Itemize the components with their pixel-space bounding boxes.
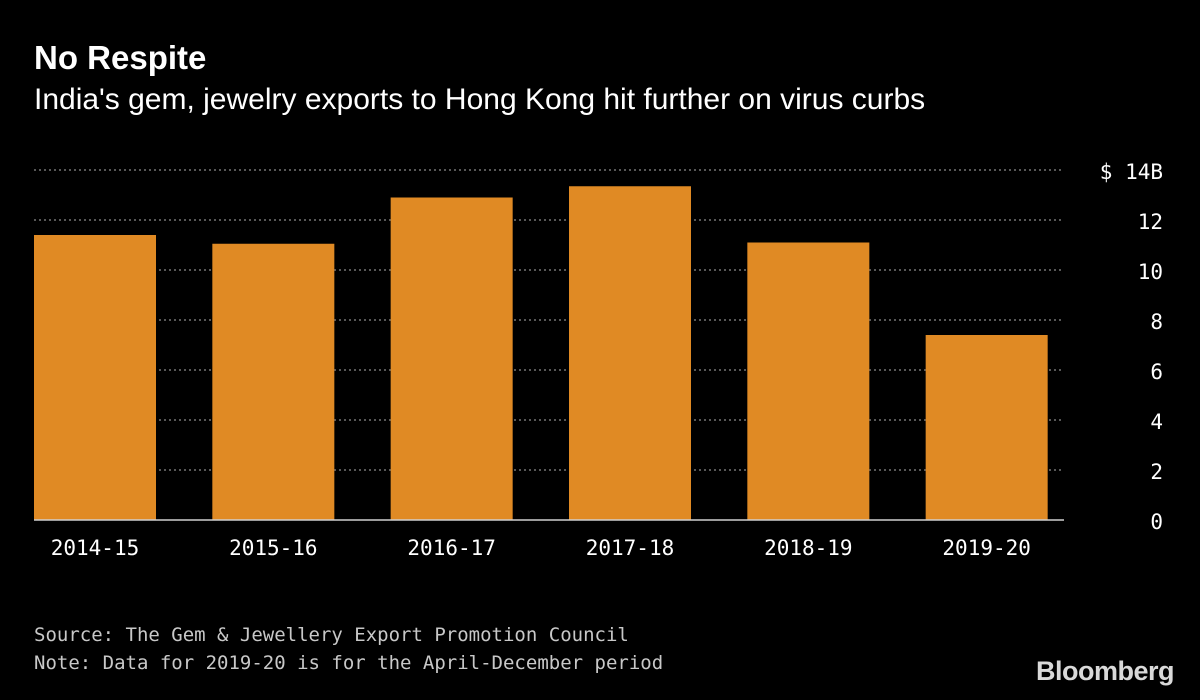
x-tick-label: 2019-20 [942,536,1031,560]
bar-2019-20 [925,335,1048,520]
y-tick-label: 6 [1150,360,1163,384]
x-tick-label: 2017-18 [586,536,675,560]
x-tick-label: 2015-16 [229,536,318,560]
bar-2016-17 [390,197,513,520]
y-tick-label: 2 [1150,460,1163,484]
y-tick-label: 0 [1150,510,1163,534]
footnote: Note: Data for 2019-20 is for the April-… [34,652,664,674]
bar-2017-18 [569,186,691,520]
bar-2018-19 [747,242,870,520]
x-tick-label: 2016-17 [407,536,496,560]
x-tick-label: 2014-15 [51,536,140,560]
bar-2014-15 [34,235,156,520]
y-tick-label: 4 [1150,410,1163,434]
y-tick-label: 8 [1150,310,1163,334]
y-tick-label: 12 [1138,210,1163,234]
x-tick-label: 2018-19 [764,536,853,560]
chart-subtitle: India's gem, jewelry exports to Hong Kon… [34,83,926,116]
y-tick-label: 10 [1138,260,1163,284]
bar-2015-16 [212,243,335,520]
y-tick-label: $ 14B [1100,160,1163,184]
bar-chart: 0 2 4 6 8 10 12 $ 14B 2014-15 2015-16 2016-17 2017-… [34,160,1163,560]
source-note: Source: The Gem & Jewellery Export Promo… [34,624,629,646]
bloomberg-logo: Bloomberg [1035,656,1175,686]
chart-title: No Respite [34,39,207,76]
